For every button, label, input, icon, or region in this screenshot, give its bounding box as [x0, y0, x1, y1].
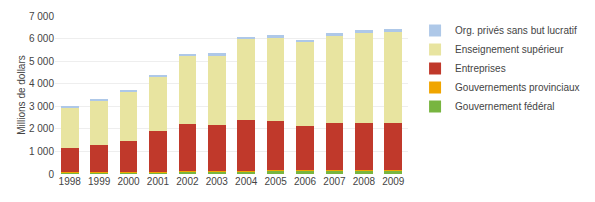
svg-text:6 000: 6 000	[29, 33, 54, 44]
svg-text:4 000: 4 000	[29, 78, 54, 89]
svg-text:Enseignement supérieur: Enseignement supérieur	[455, 44, 564, 55]
svg-text:Millions de dollars: Millions de dollars	[16, 55, 27, 134]
svg-text:2 000: 2 000	[29, 123, 54, 134]
svg-text:1999: 1999	[88, 176, 111, 187]
svg-text:2005: 2005	[265, 176, 288, 187]
svg-text:2000: 2000	[117, 176, 140, 187]
svg-text:Entreprises: Entreprises	[455, 63, 506, 74]
svg-text:Gouvernements provinciaux: Gouvernements provinciaux	[455, 82, 580, 93]
svg-text:2003: 2003	[206, 176, 229, 187]
svg-text:2006: 2006	[294, 176, 317, 187]
svg-text:Org. privés sans but lucratif: Org. privés sans but lucratif	[455, 25, 577, 36]
svg-text:2009: 2009	[382, 176, 405, 187]
svg-text:2008: 2008	[353, 176, 376, 187]
svg-text:2001: 2001	[147, 176, 170, 187]
svg-text:3 000: 3 000	[29, 101, 54, 112]
svg-text:1 000: 1 000	[29, 146, 54, 157]
svg-text:5 000: 5 000	[29, 56, 54, 67]
svg-text:0: 0	[48, 169, 54, 180]
svg-text:2004: 2004	[235, 176, 258, 187]
svg-text:7 000: 7 000	[29, 11, 54, 22]
svg-text:1998: 1998	[59, 176, 82, 187]
svg-text:2007: 2007	[323, 176, 346, 187]
svg-text:2002: 2002	[176, 176, 199, 187]
svg-text:Gouvernement fédéral: Gouvernement fédéral	[455, 101, 555, 112]
